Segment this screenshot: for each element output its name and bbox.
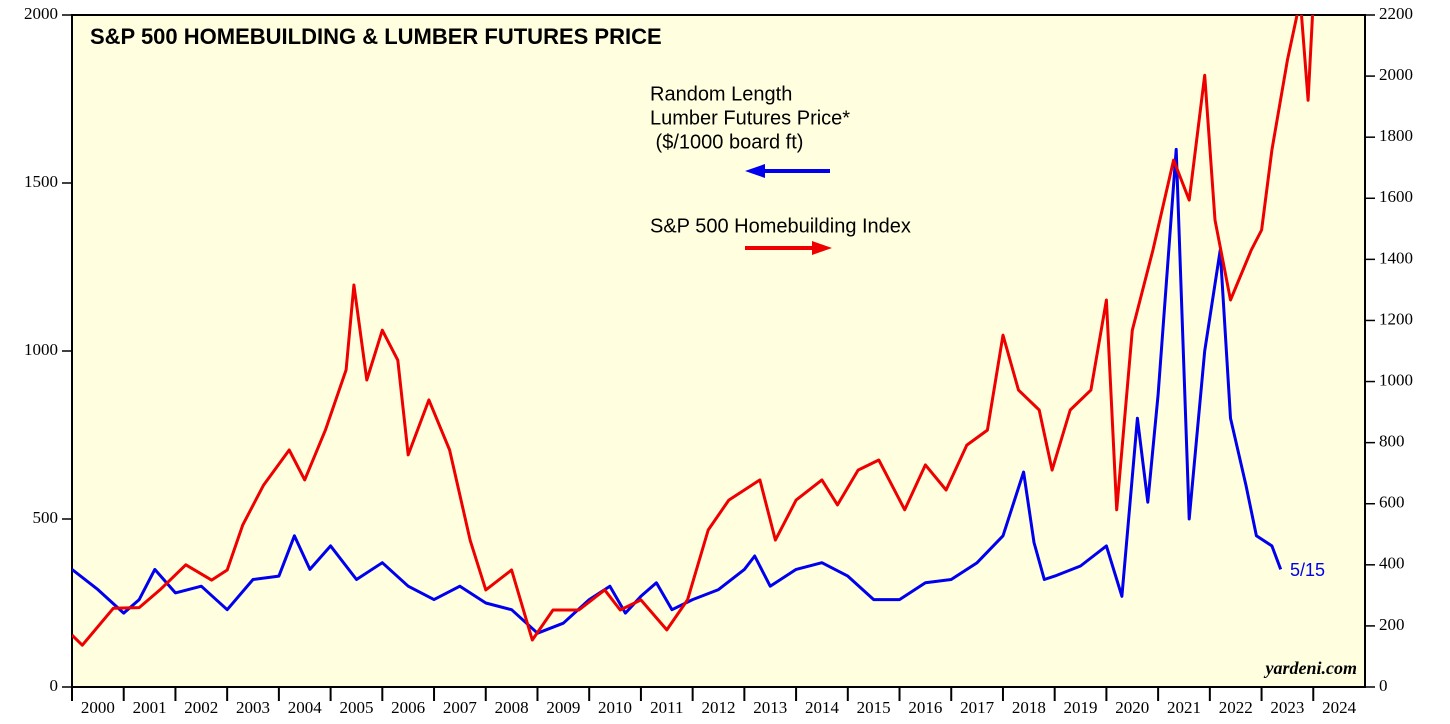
y2-tick-label: 1200 xyxy=(1379,309,1413,328)
y2-tick-label: 0 xyxy=(1379,676,1388,695)
x-tick-label: 2009 xyxy=(546,698,580,717)
y2-tick-label: 200 xyxy=(1379,615,1405,634)
x-tick-label: 2003 xyxy=(236,698,270,717)
legend-text: Random Length xyxy=(650,83,792,105)
x-tick-label: 2004 xyxy=(288,698,323,717)
x-tick-label: 2013 xyxy=(753,698,787,717)
y-tick-label: 2000 xyxy=(24,4,58,23)
x-tick-label: 2015 xyxy=(857,698,891,717)
x-tick-label: 2024 xyxy=(1322,698,1357,717)
line-series xyxy=(72,15,1315,647)
line-series xyxy=(72,147,1283,635)
x-tick-label: 2023 xyxy=(1270,698,1304,717)
x-tick-label: 2007 xyxy=(443,698,478,717)
y2-tick-label: 800 xyxy=(1379,432,1405,451)
x-tick-label: 2022 xyxy=(1219,698,1253,717)
x-tick-label: 2005 xyxy=(339,698,373,717)
x-tick-label: 2012 xyxy=(702,698,736,717)
y-tick-label: 500 xyxy=(33,508,59,527)
chart-title: S&P 500 HOMEBUILDING & LUMBER FUTURES PR… xyxy=(90,24,662,49)
x-tick-label: 2018 xyxy=(1012,698,1046,717)
y2-tick-label: 1800 xyxy=(1379,126,1413,145)
series-group xyxy=(72,15,1315,647)
y2-tick-label: 2200 xyxy=(1379,4,1413,23)
x-tick-label: 2010 xyxy=(598,698,632,717)
x-tick-label: 2006 xyxy=(391,698,425,717)
x-tick-label: 2019 xyxy=(1064,698,1098,717)
end-label: 5/15 xyxy=(1290,560,1325,580)
x-tick-label: 2011 xyxy=(650,698,683,717)
x-tick-label: 2001 xyxy=(133,698,167,717)
y2-tick-label: 1000 xyxy=(1379,370,1413,389)
x-tick-label: 2016 xyxy=(908,698,942,717)
x-tick-label: 2021 xyxy=(1167,698,1201,717)
legend-text: S&P 500 Homebuilding Index xyxy=(650,215,911,237)
y-tick-label: 0 xyxy=(50,676,59,695)
y2-tick-label: 1600 xyxy=(1379,187,1413,206)
legend-arrow xyxy=(745,164,830,178)
legend-text: Lumber Futures Price* xyxy=(650,107,850,129)
x-tick-label: 2014 xyxy=(805,698,840,717)
source: yardeni.com xyxy=(1264,658,1358,678)
legend-arrow xyxy=(745,241,832,255)
x-tick-label: 2002 xyxy=(184,698,218,717)
y2-tick-label: 1400 xyxy=(1379,248,1413,267)
y-tick-label: 1500 xyxy=(24,172,58,191)
plot-area xyxy=(71,14,1366,688)
y2-tick-label: 400 xyxy=(1379,554,1405,573)
x-tick-label: 2020 xyxy=(1115,698,1149,717)
y2-tick-label: 600 xyxy=(1379,493,1405,512)
x-tick-label: 2017 xyxy=(960,698,995,717)
legend-text: ($/1000 board ft) xyxy=(650,131,803,153)
y-tick-label: 1000 xyxy=(24,340,58,359)
x-tick-label: 2008 xyxy=(495,698,529,717)
x-tick-label: 2000 xyxy=(81,698,115,717)
y2-tick-label: 2000 xyxy=(1379,65,1413,84)
